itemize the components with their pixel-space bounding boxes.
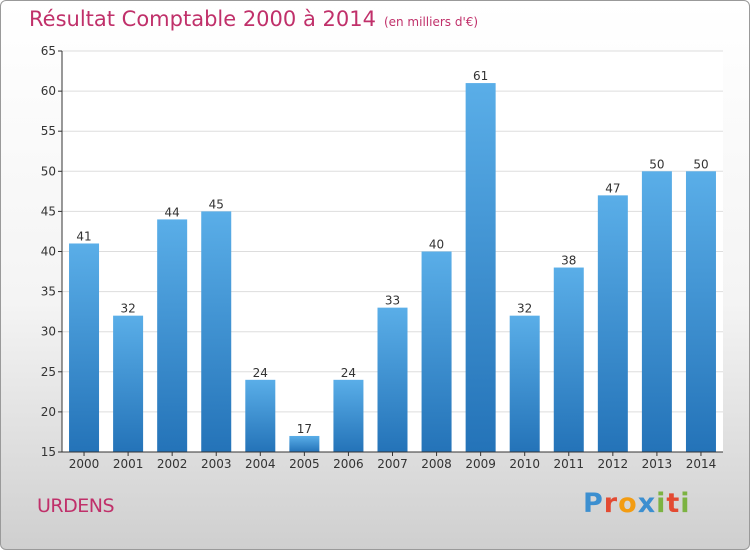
logo-letter-1: r xyxy=(603,488,619,519)
bar-2002[interactable] xyxy=(157,219,188,452)
y-tick-label: 45 xyxy=(41,204,56,218)
bars: 41 32 44 45 24 17 24 33 40 61 32 38 47 50 50 xyxy=(69,69,716,453)
data-label-2004: 24 xyxy=(253,366,268,380)
y-tick-label: 35 xyxy=(41,285,56,299)
data-label-2003: 45 xyxy=(209,197,224,211)
data-label-2009: 61 xyxy=(473,69,488,83)
axes: 15 20 25 30 35 40 45 50 55 60 65 2000 2001 2002 2003 20… xyxy=(41,44,723,471)
logo-letter-0: P xyxy=(583,488,604,519)
logo-letter-3: x xyxy=(637,488,657,519)
chart-subtitle: (en milliers d'€) xyxy=(383,15,479,29)
bar-2000[interactable] xyxy=(69,243,100,452)
x-tick-label: 2011 xyxy=(553,457,584,471)
logo-letter-6: i xyxy=(680,488,691,519)
x-tick-label: 2000 xyxy=(69,457,100,471)
x-tick-label: 2009 xyxy=(465,457,496,471)
proxiti-logo[interactable]: Proxiti xyxy=(583,488,691,519)
data-label-2012: 47 xyxy=(605,181,620,195)
commune-name: URDENS xyxy=(37,495,115,517)
data-label-2010: 32 xyxy=(517,302,532,316)
bar-2003[interactable] xyxy=(201,211,232,452)
data-label-2014: 50 xyxy=(693,157,708,171)
y-tick-label: 15 xyxy=(41,445,56,459)
data-label-2006: 24 xyxy=(341,366,356,380)
y-tick-label: 65 xyxy=(41,44,56,58)
data-label-2013: 50 xyxy=(649,157,664,171)
y-tick-label: 60 xyxy=(41,84,56,98)
x-tick-label: 2008 xyxy=(421,457,452,471)
x-tick-label: 2012 xyxy=(598,457,629,471)
x-tick-label: 2006 xyxy=(333,457,364,471)
y-tick-label: 30 xyxy=(41,325,56,339)
chart-title-text: Résultat Comptable 2000 à 2014 xyxy=(29,7,376,31)
bar-2014[interactable] xyxy=(685,171,716,453)
bar-2013[interactable] xyxy=(641,171,672,453)
x-tick-label: 2001 xyxy=(113,457,144,471)
data-label-2008: 40 xyxy=(429,238,444,252)
x-tick-label: 2004 xyxy=(245,457,276,471)
x-tick-label: 2005 xyxy=(289,457,320,471)
logo-letter-2: o xyxy=(618,488,638,519)
bar-2009[interactable] xyxy=(465,83,496,452)
bar-2008[interactable] xyxy=(421,251,452,453)
y-tick-label: 55 xyxy=(41,124,56,138)
bar-2012[interactable] xyxy=(597,195,628,453)
data-label-2002: 44 xyxy=(165,205,180,219)
y-tick-label: 50 xyxy=(41,164,56,178)
bar-2005[interactable] xyxy=(289,435,320,452)
logo-letter-4: i xyxy=(656,488,667,519)
bar-2001[interactable] xyxy=(113,315,144,452)
x-tick-label: 2010 xyxy=(509,457,540,471)
data-label-2001: 32 xyxy=(120,302,135,316)
bar-2007[interactable] xyxy=(377,307,408,452)
x-tick-label: 2007 xyxy=(377,457,408,471)
bar-2010[interactable] xyxy=(509,315,540,452)
chart-title: Résultat Comptable 2000 à 2014 (en millie… xyxy=(29,7,478,31)
data-label-2007: 33 xyxy=(385,294,400,308)
x-tick-label: 2013 xyxy=(642,457,673,471)
x-tick-label: 2003 xyxy=(201,457,232,471)
y-tick-label: 25 xyxy=(41,365,56,379)
bar-2006[interactable] xyxy=(333,379,364,452)
data-label-2000: 41 xyxy=(76,229,91,243)
data-label-2005: 17 xyxy=(297,422,312,436)
y-tick-label: 20 xyxy=(41,405,56,419)
x-tick-label: 2014 xyxy=(686,457,717,471)
data-label-2011: 38 xyxy=(561,254,576,268)
y-tick-label: 40 xyxy=(41,245,56,259)
bar-2011[interactable] xyxy=(553,267,584,452)
x-tick-label: 2002 xyxy=(157,457,188,471)
logo-letter-5: t xyxy=(666,488,681,519)
bar-2004[interactable] xyxy=(245,379,276,452)
